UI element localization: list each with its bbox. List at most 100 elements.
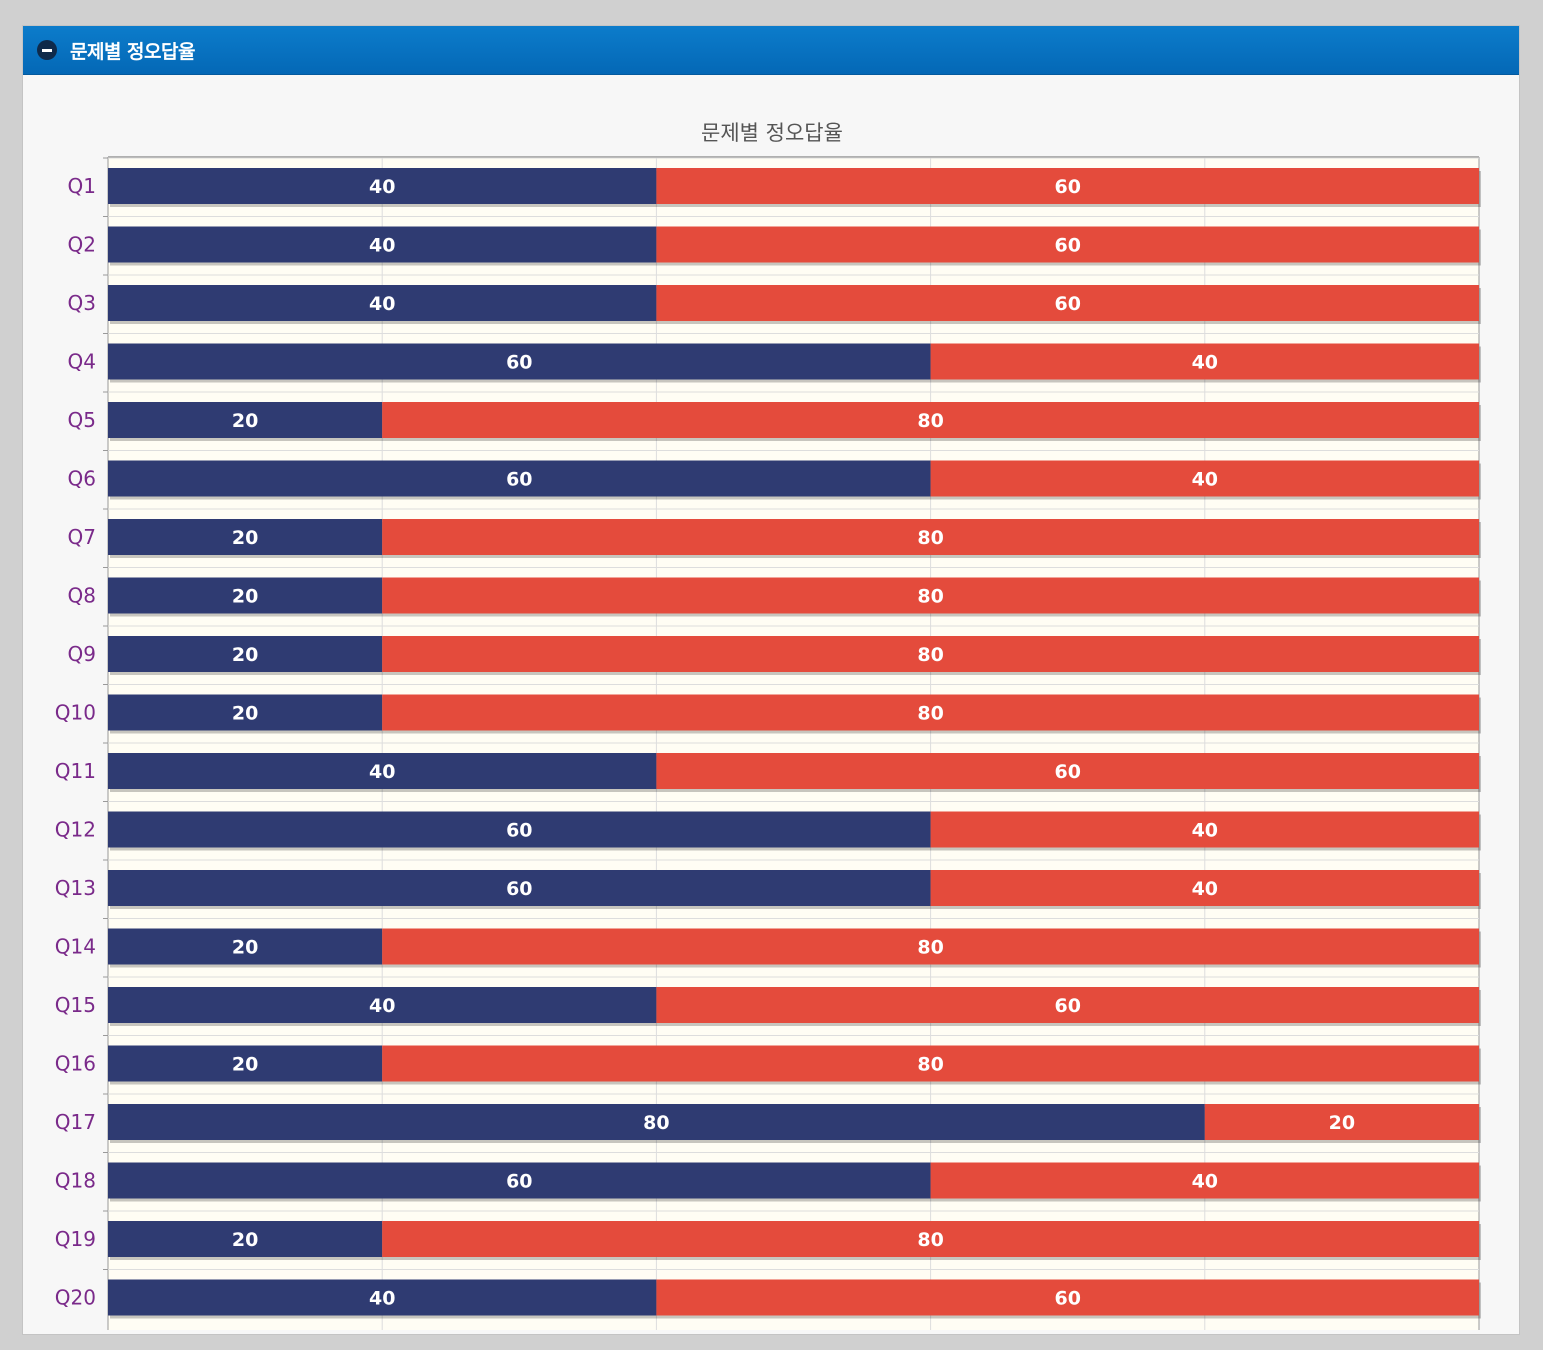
bar-q5-s2[interactable] — [382, 402, 1480, 438]
bar-q6-s2[interactable] — [930, 460, 1479, 497]
data-label: 80 — [917, 527, 943, 549]
data-label: 60 — [1054, 1288, 1080, 1310]
category-label: Q15 — [55, 993, 96, 1017]
bar-q14-s1[interactable] — [108, 928, 383, 965]
data-label: 20 — [232, 703, 258, 725]
category-label: Q1 — [68, 174, 96, 198]
data-label: 80 — [917, 586, 943, 608]
category-label: Q8 — [68, 584, 96, 608]
bar-q18-s2[interactable] — [930, 1162, 1479, 1199]
bar-q16-s2[interactable] — [382, 1045, 1480, 1082]
data-label: 40 — [1192, 352, 1218, 374]
data-label: 20 — [232, 937, 258, 959]
bar-q10-s1[interactable] — [108, 694, 383, 731]
data-label: 20 — [232, 586, 258, 608]
bar-q20-s1[interactable] — [108, 1279, 657, 1316]
bar-q3-s2[interactable] — [656, 285, 1479, 321]
data-label: 20 — [1329, 1112, 1355, 1134]
bar-q11-s2[interactable] — [656, 753, 1479, 789]
data-label: 60 — [1054, 176, 1080, 198]
data-label: 80 — [643, 1112, 669, 1134]
bar-q4-s1[interactable] — [108, 343, 931, 380]
category-label: Q16 — [55, 1052, 96, 1076]
bar-q20-s2[interactable] — [656, 1279, 1479, 1316]
bar-q19-s1[interactable] — [108, 1221, 383, 1257]
category-label: Q7 — [68, 525, 96, 549]
bar-q5-s1[interactable] — [108, 402, 383, 438]
bar-q7-s2[interactable] — [382, 519, 1480, 555]
data-label: 80 — [917, 1054, 943, 1076]
bar-q16-s1[interactable] — [108, 1045, 383, 1082]
bar-q8-s2[interactable] — [382, 577, 1480, 614]
data-label: 40 — [369, 235, 395, 257]
category-label: Q10 — [55, 701, 96, 725]
category-label: Q11 — [55, 759, 96, 783]
panel-title: 문제별 정오답율 — [70, 40, 195, 63]
data-label: 20 — [232, 527, 258, 549]
category-label: Q18 — [55, 1169, 96, 1193]
bar-q15-s2[interactable] — [656, 987, 1479, 1023]
bar-q10-s2[interactable] — [382, 694, 1480, 731]
panel-header: 문제별 정오답율 — [23, 26, 1519, 75]
bar-q7-s1[interactable] — [108, 519, 383, 555]
data-label: 60 — [1054, 995, 1080, 1017]
bar-q12-s1[interactable] — [108, 811, 931, 848]
category-label: Q19 — [55, 1227, 96, 1251]
category-label: Q5 — [68, 408, 96, 432]
grid — [103, 156, 1480, 1330]
bar-q4-s2[interactable] — [930, 343, 1479, 380]
category-label: Q13 — [55, 876, 96, 900]
data-label: 40 — [369, 176, 395, 198]
labels: 40 60 Q1 40 60 Q2 40 60 Q3 60 40 Q4 20 80 Q5 60 40 Q6 20 80… — [55, 174, 1355, 1310]
category-label: Q20 — [55, 1286, 96, 1310]
category-label: Q14 — [55, 935, 96, 959]
bar-q6-s1[interactable] — [108, 460, 931, 497]
bar-q13-s2[interactable] — [930, 870, 1479, 906]
data-label: 60 — [1054, 293, 1080, 315]
data-label: 20 — [232, 410, 258, 432]
data-label: 40 — [369, 1288, 395, 1310]
data-label: 40 — [1192, 820, 1218, 842]
bar-q2-s1[interactable] — [108, 226, 657, 263]
bar-q9-s1[interactable] — [108, 636, 383, 672]
data-label: 60 — [506, 469, 532, 491]
data-label: 60 — [506, 352, 532, 374]
category-label: Q2 — [68, 233, 96, 257]
data-label: 40 — [1192, 878, 1218, 900]
bar-q15-s1[interactable] — [108, 987, 657, 1023]
data-label: 60 — [1054, 235, 1080, 257]
chart-title: 문제별 정오답율 — [701, 121, 843, 145]
bar-q14-s2[interactable] — [382, 928, 1480, 965]
collapse-icon[interactable] — [37, 40, 57, 60]
data-label: 80 — [917, 1229, 943, 1251]
data-label: 60 — [506, 1171, 532, 1193]
bar-q3-s1[interactable] — [108, 285, 657, 321]
category-label: Q6 — [68, 467, 96, 491]
data-label: 80 — [917, 937, 943, 959]
bar-q18-s1[interactable] — [108, 1162, 931, 1199]
bar-q12-s2[interactable] — [930, 811, 1479, 848]
data-label: 60 — [1054, 761, 1080, 783]
bar-q17-s1[interactable] — [108, 1104, 1205, 1140]
category-label: Q9 — [68, 642, 96, 666]
category-label: Q3 — [68, 291, 96, 315]
bar-q9-s2[interactable] — [382, 636, 1480, 672]
data-label: 40 — [369, 293, 395, 315]
bar-q2-s2[interactable] — [656, 226, 1479, 263]
data-label: 80 — [917, 644, 943, 666]
bar-q13-s1[interactable] — [108, 870, 931, 906]
data-label: 60 — [506, 878, 532, 900]
bar-q1-s1[interactable] — [108, 168, 657, 204]
bar-q11-s1[interactable] — [108, 753, 657, 789]
bar-q19-s2[interactable] — [382, 1221, 1480, 1257]
category-label: Q17 — [55, 1110, 96, 1134]
data-label: 20 — [232, 1054, 258, 1076]
data-label: 40 — [369, 761, 395, 783]
bar-q8-s1[interactable] — [108, 577, 383, 614]
data-label: 40 — [1192, 469, 1218, 491]
bar-q1-s2[interactable] — [656, 168, 1479, 204]
data-label: 40 — [369, 995, 395, 1017]
category-label: Q4 — [68, 350, 96, 374]
bar-q17-s2[interactable] — [1204, 1104, 1479, 1140]
